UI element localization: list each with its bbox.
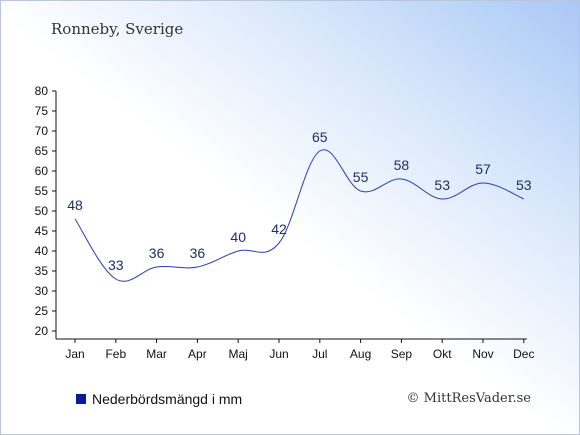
x-tick-label: Jul [312, 347, 327, 361]
data-label: 36 [149, 245, 165, 261]
x-tick-label: Dec [513, 347, 534, 361]
data-label: 40 [230, 229, 246, 245]
x-tick-label: Aug [350, 347, 371, 361]
y-tick-label: 35 [35, 264, 49, 278]
y-tick-label: 65 [35, 144, 49, 158]
x-tick-label: Feb [105, 347, 126, 361]
y-tick-label: 20 [35, 324, 49, 338]
x-tick-label: Jan [65, 347, 84, 361]
data-label: 33 [108, 257, 124, 273]
x-tick-label: Okt [433, 347, 452, 361]
data-label: 36 [190, 245, 206, 261]
legend-label: Nederbördsmängd i mm [92, 391, 243, 407]
x-tick-label: Sep [391, 347, 413, 361]
y-tick-label: 80 [35, 84, 49, 98]
y-tick-label: 40 [35, 244, 49, 258]
x-tick-label: Apr [188, 347, 207, 361]
data-label: 53 [434, 177, 450, 193]
data-label: 53 [516, 177, 532, 193]
x-tick-label: Nov [472, 347, 493, 361]
y-tick-label: 75 [35, 104, 49, 118]
data-label: 58 [394, 157, 410, 173]
x-tick-label: Mar [146, 347, 167, 361]
y-tick-label: 30 [35, 284, 49, 298]
copyright: © MittResVader.se [406, 391, 531, 406]
y-tick-label: 45 [35, 224, 49, 238]
y-tick-label: 55 [35, 184, 49, 198]
x-tick-label: Jun [269, 347, 288, 361]
data-label: 42 [271, 221, 287, 237]
y-tick-label: 60 [35, 164, 49, 178]
data-label: 57 [475, 161, 491, 177]
data-label: 55 [353, 169, 369, 185]
x-tick-label: Maj [229, 347, 248, 361]
y-tick-label: 25 [35, 304, 49, 318]
legend-swatch [76, 394, 86, 404]
data-label: 65 [312, 129, 328, 145]
location-title: Ronneby, Sverige [51, 20, 184, 38]
series-line-precipitation [74, 149, 524, 282]
y-tick-label: 50 [35, 204, 49, 218]
legend: Nederbördsmängd i mm [76, 391, 242, 407]
y-tick-label: 70 [35, 124, 49, 138]
data-label: 48 [67, 197, 83, 213]
